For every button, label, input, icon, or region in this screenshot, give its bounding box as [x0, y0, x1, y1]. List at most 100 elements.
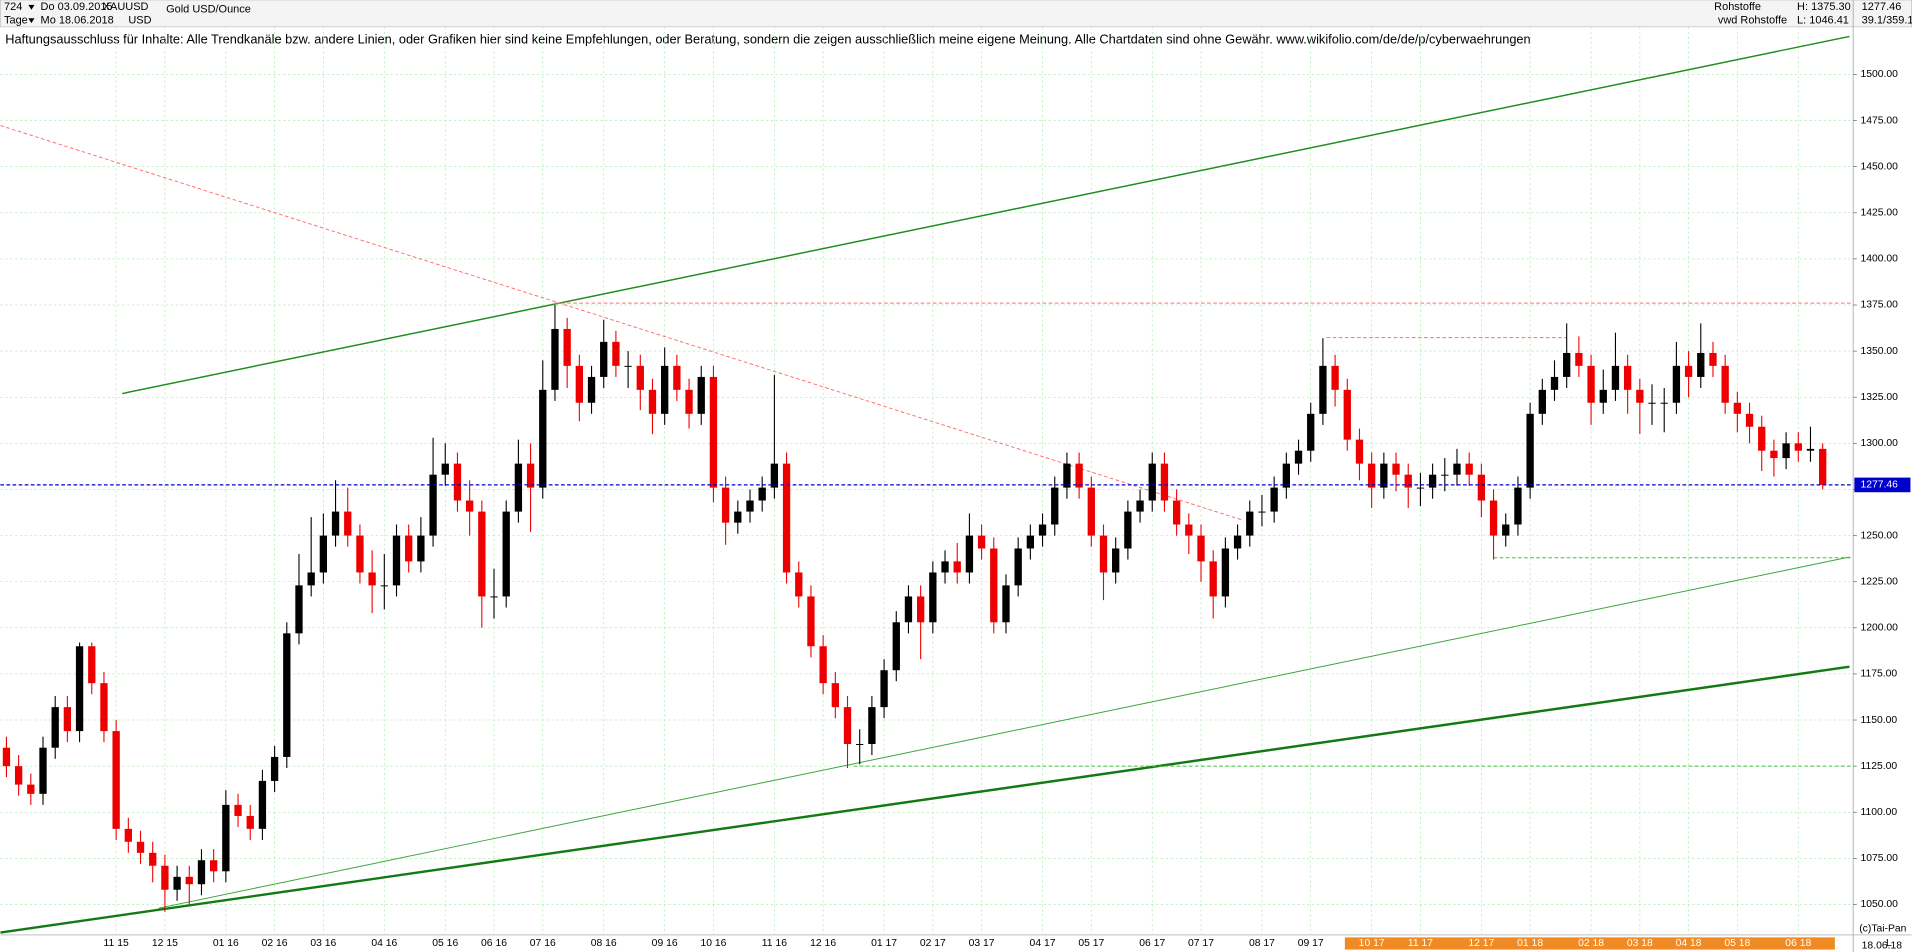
last-date: 18.06.18	[1862, 941, 1903, 952]
candle-body	[1063, 463, 1071, 488]
candle-body	[1075, 463, 1083, 488]
candle-body	[246, 815, 254, 829]
candle-body	[539, 389, 547, 488]
candle-body	[782, 463, 791, 573]
candle-body	[551, 328, 559, 390]
candle-body	[307, 572, 315, 586]
dropdown-icon	[28, 4, 35, 10]
y-tick-label: 1475.00	[1860, 115, 1898, 126]
header-text: USD	[128, 15, 151, 27]
candle-body	[75, 646, 84, 732]
y-tick-label: 1350.00	[1860, 346, 1898, 357]
header-text: Mo 18.06.2018	[41, 15, 114, 27]
candle-body	[819, 646, 827, 684]
header-text: L: 1046.41	[1797, 15, 1849, 27]
candle-body	[1404, 474, 1412, 488]
candle-body	[1416, 487, 1425, 489]
x-tick-label: 05 18	[1724, 938, 1750, 949]
candle-body	[575, 365, 584, 403]
candle-body	[1026, 535, 1035, 549]
header-text: vwd Rohstoffe	[1718, 15, 1787, 27]
candle-body	[88, 646, 96, 684]
candle-body	[709, 376, 718, 488]
dropdown-icon	[28, 18, 35, 24]
candle-body	[600, 341, 608, 377]
candle-body	[197, 860, 206, 885]
candle-body	[1124, 511, 1132, 549]
candle-body	[636, 365, 644, 390]
candle-body	[1112, 548, 1120, 573]
candle-body	[721, 487, 730, 523]
candle-body	[210, 860, 218, 872]
candle-body	[685, 389, 693, 414]
candle-body	[1745, 413, 1754, 427]
candle-body	[697, 376, 705, 414]
candle-body	[929, 572, 937, 623]
x-tick-label: 09 17	[1298, 938, 1324, 949]
candle-body	[1806, 448, 1815, 451]
header-text: Rohstoffe	[1714, 1, 1761, 13]
candle-body	[1538, 389, 1546, 414]
period-bar	[1344, 937, 1835, 950]
y-tick-label: 1500.00	[1860, 69, 1898, 80]
candle-body	[100, 683, 108, 732]
candle-body	[1185, 524, 1193, 536]
candle-body	[758, 487, 766, 501]
candle-body	[1587, 365, 1595, 403]
price-label: 1277.46	[1860, 480, 1898, 491]
candle-body	[795, 572, 803, 597]
candle-body	[1209, 561, 1217, 597]
x-tick-label: 05 17	[1078, 938, 1104, 949]
candle-body	[563, 328, 571, 366]
candle-body	[1709, 352, 1717, 366]
x-tick-label: 12 15	[152, 938, 178, 949]
candle-body	[1160, 463, 1169, 501]
x-tick-label: 06 16	[481, 938, 507, 949]
candle-body	[380, 585, 388, 587]
candle-body	[953, 561, 961, 573]
x-tick-label: 07 17	[1188, 938, 1214, 949]
header-text: 39.1/359.1	[1862, 15, 1912, 27]
candle-body	[1002, 585, 1010, 623]
header-bar	[0, 0, 1912, 28]
candle-body	[648, 389, 657, 414]
candle-body	[1319, 365, 1327, 414]
candle-body	[173, 876, 181, 890]
x-tick-label: 02 18	[1578, 938, 1604, 949]
header-text: Gold USD/Ounce	[166, 4, 251, 16]
candle-body	[405, 535, 413, 562]
x-tick-label: 12 16	[810, 938, 836, 949]
trendline	[158, 556, 1850, 909]
candle-body	[746, 500, 754, 512]
x-tick-label: 01 16	[213, 938, 239, 949]
overlay: 1277.46	[0, 477, 1911, 493]
candle-body	[222, 804, 230, 872]
candle-body	[1038, 524, 1047, 536]
x-tick-label: 01 18	[1517, 938, 1543, 949]
candle-body	[1282, 463, 1290, 488]
candle-body	[661, 365, 669, 414]
x-tick-label: 03 16	[310, 938, 336, 949]
candle-body	[1380, 463, 1388, 488]
candle-body	[39, 747, 47, 794]
candle-body	[453, 463, 462, 501]
x-tick-label: 04 16	[371, 938, 397, 949]
candle-body	[136, 841, 145, 853]
x-tick-label: 06 18	[1785, 938, 1811, 949]
x-tick-label: 12 17	[1468, 938, 1494, 949]
candle-body	[258, 780, 267, 829]
candle-body	[1148, 463, 1156, 501]
x-tick-label: 05 16	[432, 938, 458, 949]
candle-body	[149, 852, 157, 866]
candle-body	[904, 596, 913, 623]
candle-body	[27, 784, 35, 794]
x-tick-label: 02 16	[262, 938, 288, 949]
candle-body	[124, 828, 132, 842]
candle-body	[880, 670, 888, 708]
candle-body	[1087, 487, 1095, 536]
x-tick-label: 01 17	[871, 938, 897, 949]
candle-body	[1599, 389, 1607, 403]
